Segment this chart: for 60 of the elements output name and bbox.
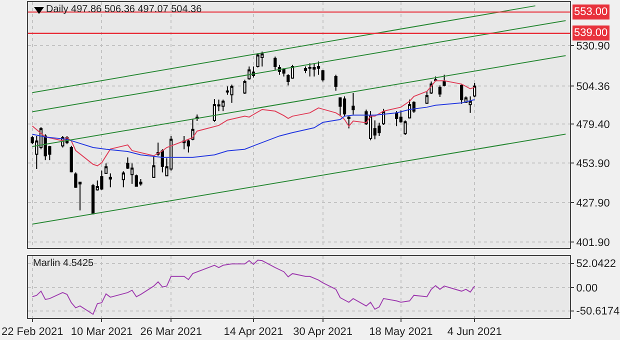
candlestick <box>442 74 446 87</box>
y-tick-label: 52.0422 <box>576 258 616 270</box>
y-tick-label: 530.90 <box>576 40 610 53</box>
ref-line-label: 539.00 <box>574 27 608 39</box>
y-tick-label: 427.90 <box>576 197 610 210</box>
candlestick <box>274 56 277 70</box>
candlestick <box>70 145 73 173</box>
y-tick-label: 504.36 <box>576 80 610 93</box>
candlestick <box>468 96 472 114</box>
candlestick <box>139 178 142 186</box>
candlestick <box>308 62 312 77</box>
candlestick <box>122 170 125 188</box>
candlestick <box>108 172 112 188</box>
candlestick <box>100 170 104 190</box>
candlestick <box>352 92 355 115</box>
x-tick-label: 26 Mar 2021 <box>140 326 202 338</box>
candlestick <box>342 96 346 117</box>
line-series <box>32 260 476 315</box>
x-tick-label: 14 Apr 2021 <box>224 326 284 338</box>
y-tick-label: 401.90 <box>576 236 610 249</box>
line-series <box>32 99 476 158</box>
candlestick <box>191 119 194 141</box>
y-tick-label: 453.90 <box>576 158 610 170</box>
y-tick-label: 0.00 <box>576 282 598 294</box>
candlestick <box>91 183 95 215</box>
y-tick-label: 479.40 <box>576 118 610 131</box>
candlestick <box>230 84 234 104</box>
candlestick <box>425 90 428 104</box>
ref-line-label: 553.00 <box>574 6 608 18</box>
candlestick <box>460 84 464 104</box>
candlestick <box>282 68 286 77</box>
candlestick <box>260 51 264 68</box>
candlestick <box>304 66 308 74</box>
x-tick-label: 4 Jun 2021 <box>447 326 502 338</box>
candlestick <box>182 135 186 150</box>
candlestick <box>395 110 398 127</box>
candlestick <box>368 110 372 141</box>
chart-title: Marlin 4.5425 <box>33 258 94 269</box>
x-tick-label: 22 Feb 2021 <box>1 326 64 338</box>
candlestick <box>338 96 342 117</box>
candlestick <box>312 62 316 77</box>
candlestick <box>438 84 442 98</box>
candlestick <box>473 82 476 98</box>
candlestick <box>243 79 246 94</box>
candlestick <box>347 116 350 129</box>
candlestick <box>378 122 381 136</box>
x-tick-label: 10 Mar 2021 <box>70 326 133 338</box>
candlestick <box>212 98 216 122</box>
x-tick-label: 30 Apr 2021 <box>293 326 353 338</box>
y-tick-label: -50.6174 <box>576 306 620 318</box>
candlestick <box>321 69 324 82</box>
candlestick <box>334 74 338 92</box>
candlestick <box>316 61 320 76</box>
line-series <box>32 80 476 166</box>
candlestick <box>408 99 412 119</box>
x-tick-label: 18 May 2021 <box>369 326 433 338</box>
candlestick <box>104 162 108 175</box>
candlestick <box>152 155 156 178</box>
candlestick <box>186 138 190 154</box>
candlestick <box>256 52 260 68</box>
